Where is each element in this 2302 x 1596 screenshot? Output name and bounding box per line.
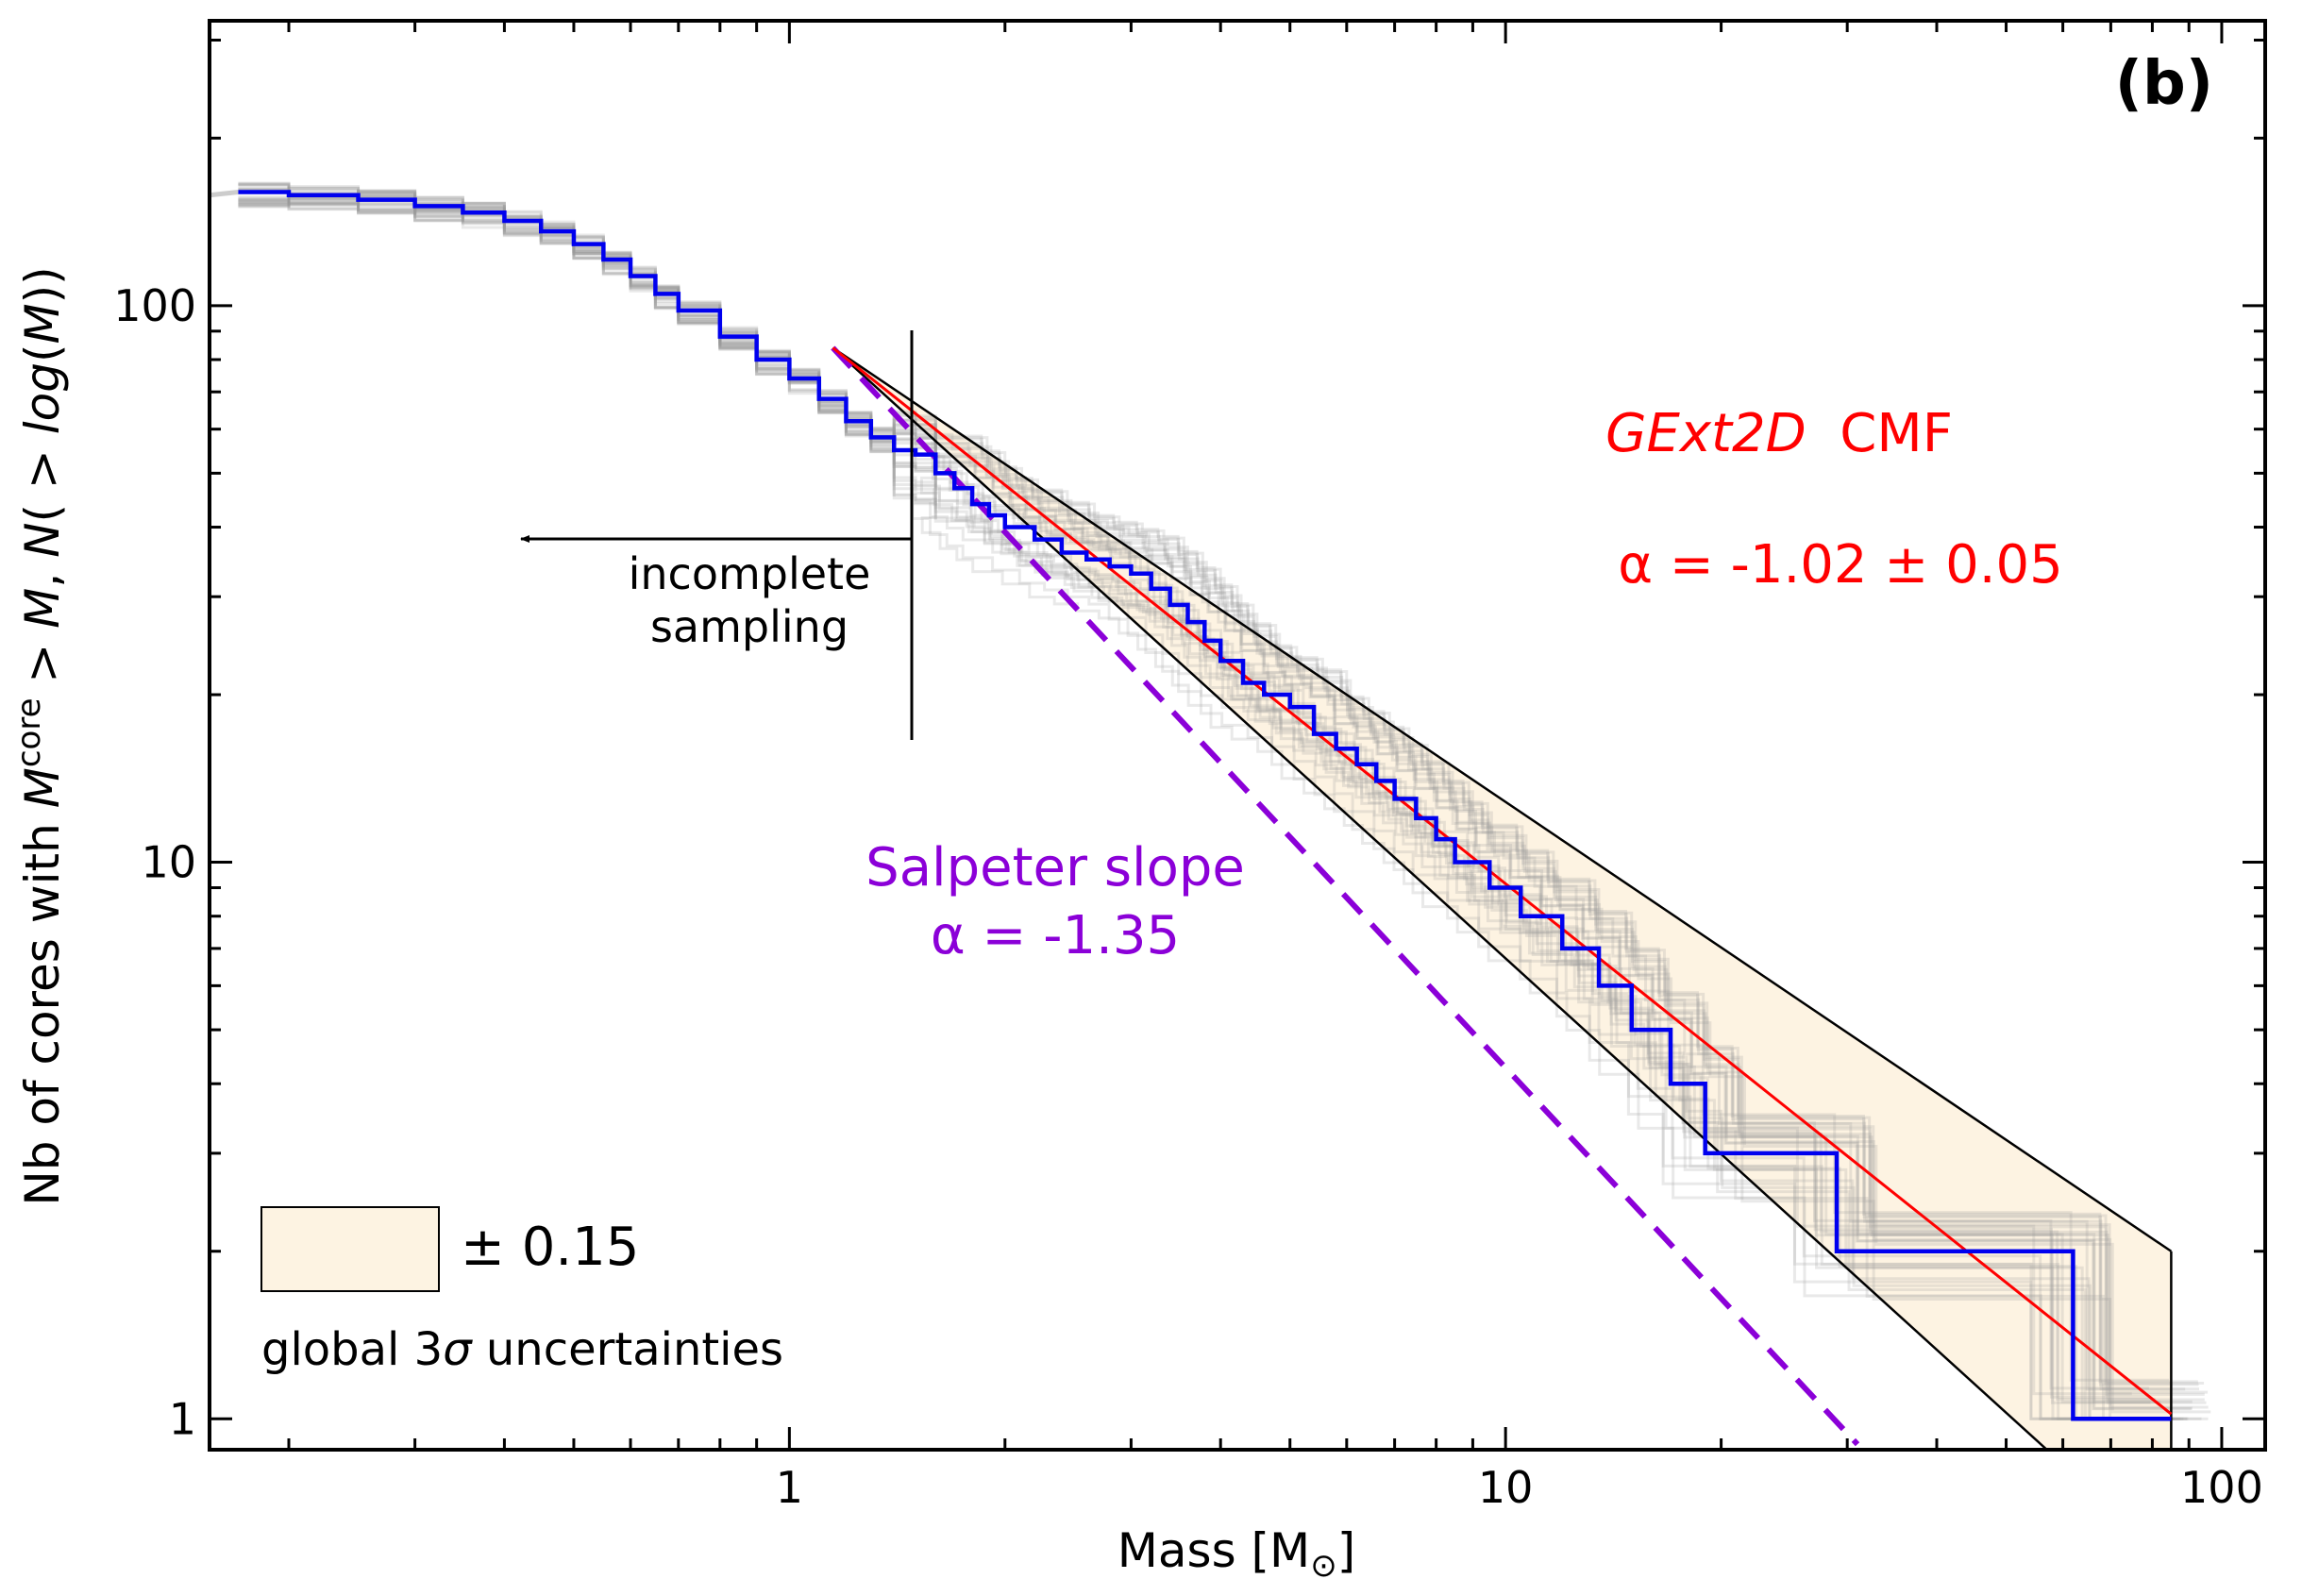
bootstrap-curves [210,181,2211,1420]
cmf-alpha: α = -1.02 ± 0.05 [1618,534,2063,596]
fit-upper-line [832,346,2173,1252]
salpeter-alpha: α = -1.35 [931,905,1180,966]
legend-swatch [260,1206,440,1292]
y-title-paren: ( > [15,434,70,522]
y-title-m3: M [15,303,70,344]
bootstrap-curve [238,183,2209,1394]
bootstrap-curve [238,181,2186,1391]
y-axis-title: Nb of cores with Mcore > M, N( > log(M)) [10,266,70,1205]
bootstrap-curve [238,194,2211,1414]
legend-caption-sigma: σ [443,1323,473,1376]
y-tick-label: 100 [113,280,196,331]
bootstrap-curve [238,190,2199,1386]
bootstrap-curve [238,182,2205,1386]
bootstrap-curve [238,190,2175,1420]
legend-caption-prefix: global 3 [261,1323,443,1376]
series-layer [238,190,2173,1450]
bootstrap-curve [238,187,2156,1401]
incomplete-label-1: incomplete [629,548,871,599]
x-axis-title: Mass [M⊙] [1117,1523,1355,1585]
plot-frame [208,19,2267,1452]
legend-caption: global 3σ uncertainties [261,1323,783,1376]
bootstrap-curve [238,193,2170,1382]
plot-area [210,181,2211,1450]
bootstrap-curve [238,199,2205,1402]
y-title-comma: , [15,558,70,588]
bootstrap-curve [238,193,2129,1420]
observed-cmf-line [238,190,2172,1421]
x-axis-title-sub: ⊙ [1310,1547,1337,1585]
bootstrap-curve [238,193,2157,1420]
cmf-title-rest: CMF [1806,403,1953,464]
x-tick-label: 100 [2180,1462,2263,1513]
salpeter-line [831,345,1860,1447]
y-title-open: ( [15,344,70,363]
tick-labels: 1 10 100 1 10 100 [113,280,2263,1513]
cmf-title-italic: GExt2D [1605,403,1806,464]
y-title-main: Nb of cores with [15,808,70,1205]
y-title-sup: core [10,698,48,768]
cmf-title: GExt2D CMF [1605,403,1953,464]
y-title-log: log [15,362,70,434]
y-tick-label: 10 [141,837,196,888]
x-tick-label: 1 [776,1462,803,1513]
incomplete-label-2: sampling [650,601,849,652]
bootstrap-curve [238,202,2150,1399]
legend-value: ± 0.15 [461,1217,639,1278]
bootstrap-curve [238,196,2202,1420]
bootstrap-curve [238,199,2151,1420]
bootstrap-curve [238,188,2205,1396]
x-tick-label: 10 [1478,1462,1534,1513]
x-axis-title-prefix: Mass [M [1117,1523,1310,1578]
y-title-n: N [15,522,70,557]
y-title-close: )) [15,266,70,303]
bootstrap-curve [238,188,2151,1404]
panel-label: (b) [2115,49,2213,119]
bootstrap-curve [238,187,2129,1420]
y-title-m2: M [15,588,70,629]
legend-caption-suffix: uncertainties [472,1323,783,1376]
fit-line [832,346,2173,1416]
bootstrap-curve [238,185,2161,1403]
bootstrap-curve [238,194,2200,1391]
y-title-m: M [15,767,70,808]
y-title-gt: > [15,629,70,698]
salpeter-label: Salpeter slope [865,837,1245,899]
bootstrap-curve [238,183,2189,1420]
x-axis-title-suffix: ] [1337,1523,1356,1578]
bootstrap-curve [238,187,2140,1420]
fit-lower-line [832,346,2048,1450]
bootstrap-start [210,190,239,198]
y-tick-label: 1 [169,1393,196,1444]
bootstrap-curve [238,195,2184,1420]
